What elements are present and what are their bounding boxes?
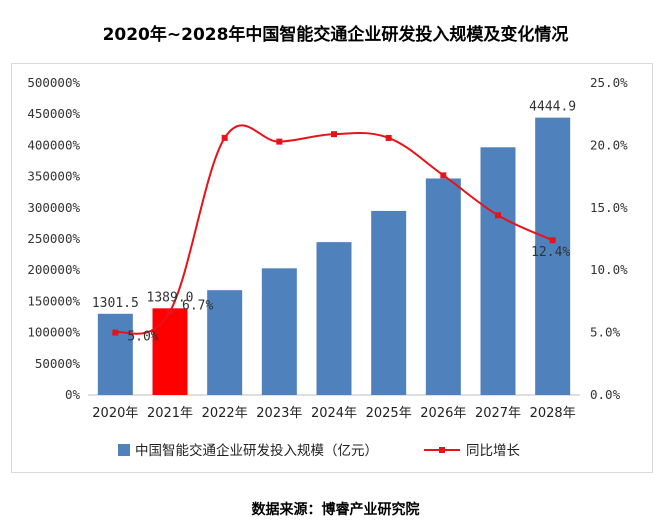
right-tick-label: 10.0% — [590, 262, 628, 277]
chart-title: 2020年~2028年中国智能交通企业研发投入规模及变化情况 — [102, 25, 569, 45]
bars — [97, 117, 571, 395]
right-axis-ticks: 0.0% 5.0% 10.0% 15.0% 20.0% 25.0% — [590, 75, 628, 402]
growth-point — [331, 131, 337, 138]
right-tick-label: 0.0% — [590, 387, 621, 402]
left-axis-ticks: 0% 50000% 100000% 150000% 200000% 250000% 3000… — [27, 75, 80, 402]
category-label: 2025年 — [366, 406, 412, 421]
bar — [207, 290, 243, 395]
legend-bar-swatch — [118, 444, 130, 456]
bar — [261, 268, 297, 395]
category-label: 2027年 — [475, 406, 521, 421]
category-label: 2024年 — [311, 406, 357, 421]
bar — [97, 313, 133, 395]
category-labels: 2020年 2021年 2022年 2023年 2024年 2025年 2026年 2027年… — [92, 406, 575, 421]
right-tick-label: 25.0% — [590, 75, 628, 90]
bar — [480, 147, 516, 395]
growth-line-path — [114, 124, 554, 335]
bar — [371, 210, 407, 395]
growth-point — [112, 329, 119, 336]
growth-point — [440, 172, 447, 179]
legend-line-marker — [439, 447, 445, 453]
category-label: 2023年 — [256, 406, 302, 421]
growth-point — [276, 138, 283, 145]
left-tick-label: 100000% — [27, 325, 80, 340]
left-tick-label: 250000% — [27, 231, 80, 246]
growth-line — [112, 124, 556, 336]
left-tick-label: 50000% — [35, 356, 81, 371]
legend: 中国智能交通企业研发投入规模（亿元） 同比增长 — [118, 442, 520, 459]
left-tick-label: 450000% — [27, 106, 80, 121]
category-label: 2020年 — [92, 406, 138, 421]
growth-point — [167, 308, 173, 315]
bar-value-label: 4444.9 — [529, 100, 576, 115]
bar — [425, 178, 461, 395]
bar — [152, 308, 188, 395]
right-tick-label: 15.0% — [590, 200, 628, 215]
bar-value-label: 1301.5 — [92, 296, 139, 311]
growth-value-label: 12.4% — [531, 245, 570, 260]
legend-bar-label: 中国智能交通企业研发投入规模（亿元） — [135, 442, 378, 459]
chart-frame — [11, 63, 653, 473]
bar — [535, 117, 571, 395]
category-label: 2021年 — [147, 406, 193, 421]
category-label: 2022年 — [202, 406, 248, 421]
legend-line-label: 同比增长 — [466, 443, 520, 459]
growth-point — [495, 212, 501, 219]
left-tick-label: 300000% — [27, 200, 80, 215]
growth-value-label: 6.7% — [182, 298, 213, 313]
right-tick-label: 20.0% — [590, 137, 628, 152]
bar — [316, 242, 352, 395]
left-tick-label: 350000% — [27, 169, 80, 184]
growth-point — [221, 134, 228, 141]
growth-point — [549, 237, 556, 244]
data-labels: 1301.5 1389.0 4444.9 5.0% 6.7% 12.4% — [92, 100, 576, 345]
bar-value-label: 1389.0 — [147, 290, 194, 305]
category-label: 2028年 — [530, 406, 576, 421]
left-tick-label: 150000% — [27, 293, 80, 308]
left-tick-label: 0% — [65, 387, 81, 402]
right-tick-label: 5.0% — [590, 325, 621, 340]
left-tick-label: 500000% — [27, 75, 80, 90]
source-note: 数据来源：博睿产业研究院 — [251, 502, 420, 518]
category-label: 2026年 — [420, 406, 466, 421]
growth-value-label: 5.0% — [127, 330, 158, 345]
left-tick-label: 200000% — [27, 262, 80, 277]
left-tick-label: 400000% — [27, 137, 80, 152]
growth-point — [385, 134, 392, 141]
